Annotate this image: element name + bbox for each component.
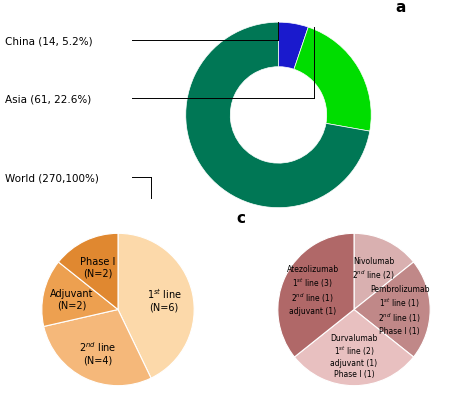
Wedge shape	[118, 234, 194, 378]
Text: China (14, 5.2%): China (14, 5.2%)	[5, 36, 93, 46]
Text: c: c	[236, 211, 245, 226]
Text: 2$^{nd}$ line
(N=4): 2$^{nd}$ line (N=4)	[79, 339, 116, 365]
Wedge shape	[295, 310, 413, 386]
Wedge shape	[186, 23, 370, 208]
Wedge shape	[294, 28, 371, 132]
Text: 1$^{st}$ line
(N=6): 1$^{st}$ line (N=6)	[146, 287, 182, 312]
Wedge shape	[42, 262, 118, 327]
Wedge shape	[278, 234, 354, 357]
Wedge shape	[278, 23, 308, 70]
Text: Nivolumab
2$^{nd}$ line (2): Nivolumab 2$^{nd}$ line (2)	[353, 256, 395, 281]
Wedge shape	[59, 234, 118, 310]
Wedge shape	[44, 310, 151, 386]
Text: a: a	[396, 0, 406, 15]
Text: World (270,100%): World (270,100%)	[5, 173, 99, 183]
Text: Adjuvant
(N=2): Adjuvant (N=2)	[50, 289, 94, 310]
Text: Pembrolizumab
1$^{st}$ line (1)
2$^{nd}$ line (1)
Phase I (1): Pembrolizumab 1$^{st}$ line (1) 2$^{nd}$…	[370, 285, 430, 335]
Text: Durvalumab
1$^{st}$ line (2)
adjuvant (1)
Phase I (1): Durvalumab 1$^{st}$ line (2) adjuvant (1…	[330, 333, 378, 378]
Text: Asia (61, 22.6%): Asia (61, 22.6%)	[5, 94, 91, 104]
Text: Phase I
(N=2): Phase I (N=2)	[80, 256, 115, 278]
Text: Atezolizumab
1$^{st}$ line (3)
2$^{nd}$ line (1)
adjuvant (1): Atezolizumab 1$^{st}$ line (3) 2$^{nd}$ …	[287, 265, 339, 315]
Wedge shape	[354, 262, 430, 357]
Wedge shape	[354, 234, 413, 310]
